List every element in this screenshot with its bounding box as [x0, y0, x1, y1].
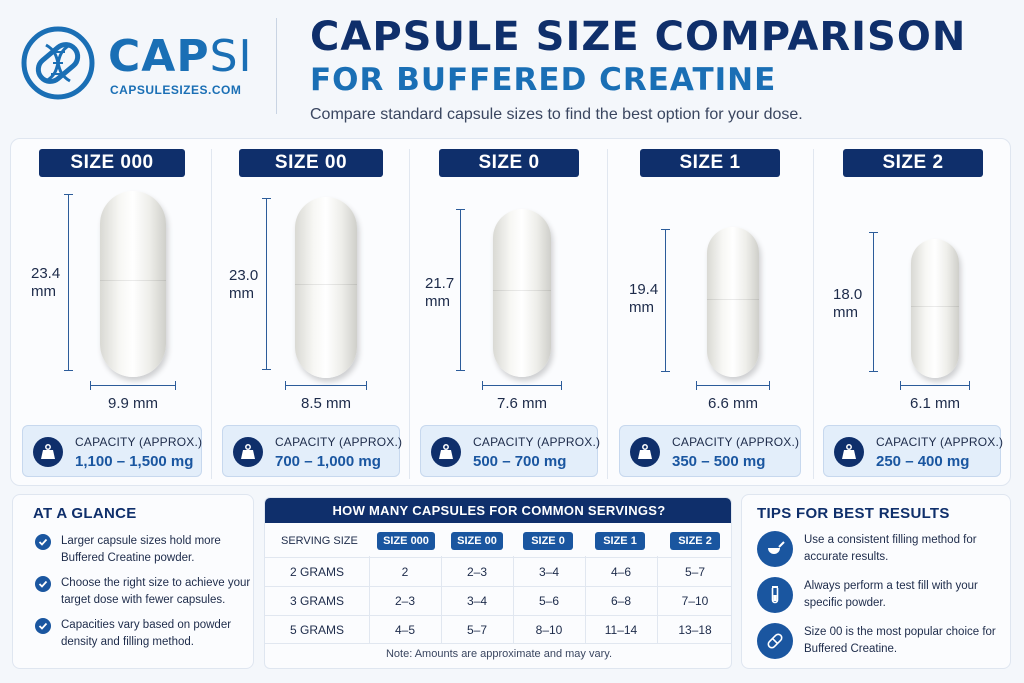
checkmark-icon: [35, 534, 51, 550]
capacity-label: CAPACITY (APPROX.): [75, 435, 203, 449]
capsule-column-000: SIZE 000 23.4 mm 9.9 mm CAPACITY (APPROX.…: [11, 139, 211, 487]
capacity-value: 500 – 700 mg: [473, 453, 567, 470]
column-divider: [585, 556, 586, 644]
capacity-label: CAPACITY (APPROX.): [876, 435, 1004, 449]
size-badge: SIZE 0: [439, 149, 579, 177]
capsule-00-image: [295, 197, 357, 378]
column-divider: [369, 556, 370, 644]
weight-icon: [834, 437, 864, 467]
capsule-column-00: SIZE 00 23.0 mm 8.5 mm CAPACITY (APPROX.)…: [211, 139, 409, 487]
width-dimension-line: [90, 381, 176, 390]
width-label: 6.1 mm: [909, 395, 960, 412]
width-label: 7.6 mm: [496, 395, 547, 412]
capsule-column-2: SIZE 2 18.0 mm 6.1 mm CAPACITY (APPROX.) …: [813, 139, 1012, 487]
length-dimension-line: [64, 194, 73, 371]
width-label: 9.9 mm: [107, 395, 158, 412]
capsule-0-image: [493, 209, 551, 377]
logo-url: CAPSULESIZES.COM: [110, 83, 242, 97]
capacity-value: 250 – 400 mg: [876, 453, 970, 470]
capsule-icon: [757, 623, 793, 659]
capacity-box: CAPACITY (APPROX.) 350 – 500 mg: [619, 425, 801, 477]
capacity-box: CAPACITY (APPROX.) 250 – 400 mg: [823, 425, 1004, 477]
size-badge: SIZE 000: [39, 149, 185, 177]
capacity-box: CAPACITY (APPROX.) 500 – 700 mg: [420, 425, 601, 477]
column-header: SIZE 000: [377, 532, 435, 550]
length-label: 23.4 mm: [31, 265, 61, 300]
length-dimension-line: [456, 209, 465, 371]
capacity-box: CAPACITY (APPROX.) 700 – 1,000 mg: [222, 425, 403, 477]
at-a-glance-panel: AT A GLANCE Larger capsule sizes hold mo…: [12, 494, 254, 669]
capacity-box: CAPACITY (APPROX.) 1,100 – 1,500 mg: [22, 425, 202, 477]
column-divider: [657, 556, 658, 644]
length-label: 21.7 mm: [425, 275, 455, 310]
table-row: 5 GRAMS 4–5 5–7 8–10 11–14 13–18: [265, 615, 731, 644]
glance-heading: AT A GLANCE: [33, 505, 137, 522]
size-badge: SIZE 2: [843, 149, 983, 177]
column-header: SIZE 0: [523, 532, 573, 550]
capsule-column-1: SIZE 1 19.4 mm 6.6 mm CAPACITY (APPROX.) …: [607, 139, 813, 487]
capsule-000-image: [100, 191, 166, 377]
checkmark-icon: [35, 576, 51, 592]
header-divider: [276, 18, 277, 114]
page-tagline: Compare standard capsule sizes to find t…: [310, 106, 803, 123]
page-subtitle: FOR BUFFERED CREATINE: [310, 62, 777, 98]
capsule-column-0: SIZE 0 21.7 mm 7.6 mm CAPACITY (APPROX.) …: [409, 139, 607, 487]
weight-icon: [431, 437, 461, 467]
logo-wordmark: CAPSI: [108, 31, 253, 82]
table-note: Note: Amounts are approximate and may va…: [385, 648, 612, 660]
capacity-label: CAPACITY (APPROX.): [473, 435, 601, 449]
column-divider: [513, 556, 514, 644]
column-header: SIZE 00: [451, 532, 503, 550]
capsule-2-image: [911, 239, 959, 378]
capsule-comparison-panel: SIZE 000 23.4 mm 9.9 mm CAPACITY (APPROX.…: [10, 138, 1011, 486]
logo: CAPSI CAPSULESIZES.COM: [20, 25, 260, 105]
dna-capsule-logo-icon: [21, 26, 95, 100]
column-header: SIZE 2: [670, 532, 720, 550]
weight-icon: [33, 437, 63, 467]
length-dimension-line: [262, 198, 271, 370]
width-dimension-line: [900, 381, 970, 390]
serving-size-header: SERVING SIZE: [281, 535, 358, 547]
length-label: 23.0 mm: [229, 267, 259, 302]
capsule-1-image: [707, 227, 759, 377]
capacity-label: CAPACITY (APPROX.): [275, 435, 403, 449]
size-badge: SIZE 00: [239, 149, 383, 177]
length-label: 18.0 mm: [833, 286, 863, 321]
page-title: CAPSULE SIZE COMPARISON: [310, 14, 967, 60]
length-dimension-line: [661, 229, 670, 372]
table-row: 2 GRAMS 2 2–3 3–4 4–6 5–7: [265, 557, 731, 586]
capacity-value: 350 – 500 mg: [672, 453, 766, 470]
checkmark-icon: [35, 618, 51, 634]
table-row: 3 GRAMS 2–3 3–4 5–6 6–8 7–10: [265, 586, 731, 615]
length-dimension-line: [869, 232, 878, 372]
table-heading: HOW MANY CAPSULES FOR COMMON SERVINGS?: [265, 498, 731, 523]
capacity-value: 1,100 – 1,500 mg: [75, 453, 194, 470]
test-tube-icon: [757, 577, 793, 613]
weight-icon: [630, 437, 660, 467]
scoop-icon: [757, 531, 793, 567]
width-dimension-line: [696, 381, 770, 390]
width-dimension-line: [482, 381, 562, 390]
column-header: SIZE 1: [595, 532, 645, 550]
width-label: 6.6 mm: [707, 395, 758, 412]
column-divider: [441, 556, 442, 644]
width-label: 8.5 mm: [300, 395, 351, 412]
tips-heading: TIPS FOR BEST RESULTS: [757, 505, 950, 522]
capacity-label: CAPACITY (APPROX.): [672, 435, 800, 449]
tips-panel: TIPS FOR BEST RESULTS Use a consistent f…: [741, 494, 1011, 669]
size-badge: SIZE 1: [640, 149, 780, 177]
length-label: 19.4 mm: [629, 281, 659, 316]
capacity-value: 700 – 1,000 mg: [275, 453, 381, 470]
servings-table: HOW MANY CAPSULES FOR COMMON SERVINGS? S…: [264, 497, 732, 669]
width-dimension-line: [285, 381, 367, 390]
weight-icon: [233, 437, 263, 467]
